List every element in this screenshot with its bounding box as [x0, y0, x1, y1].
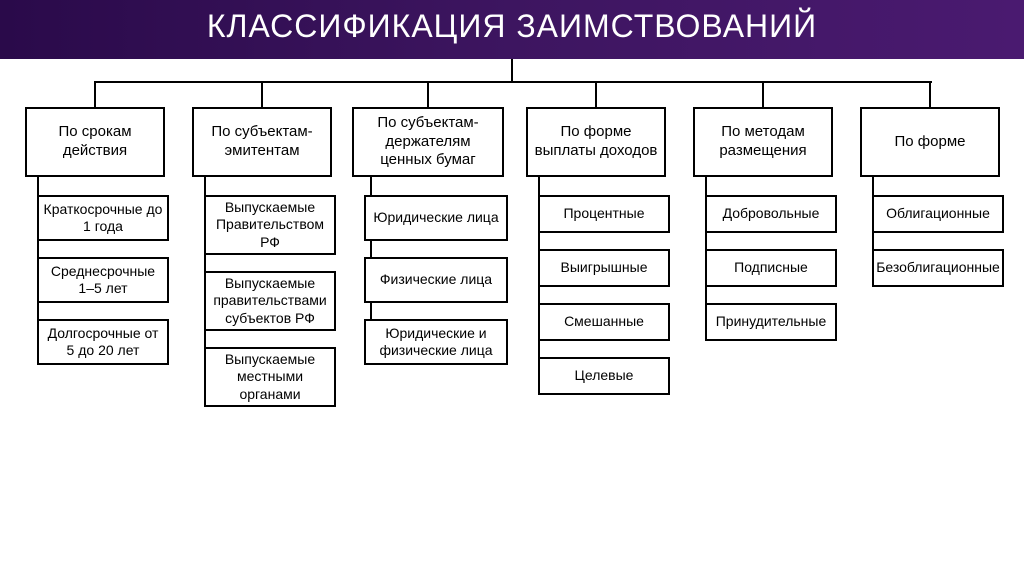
category-box-4: По методам размещения: [693, 107, 833, 177]
item-box-4-1: Подписные: [705, 249, 837, 287]
connector-line: [261, 81, 263, 107]
item-box-1-2: Выпускаемые местными органами: [204, 347, 336, 407]
connector-line: [762, 81, 764, 107]
category-box-5: По форме: [860, 107, 1000, 177]
item-box-1-1: Выпускаемые правительствами субъектов РФ: [204, 271, 336, 331]
item-box-3-2: Смешанные: [538, 303, 670, 341]
item-box-2-1: Физические лица: [364, 257, 508, 303]
connector-line: [595, 81, 597, 107]
item-box-5-0: Облигационные: [872, 195, 1004, 233]
connector-line: [929, 81, 931, 107]
item-box-5-1: Безоблигационные: [872, 249, 1004, 287]
org-chart: По срокам действия Краткосрочные до 1 год…: [0, 59, 1024, 579]
connector-line: [511, 59, 513, 81]
category-box-1: По субъектам-эмитентам: [192, 107, 332, 177]
item-box-3-3: Целевые: [538, 357, 670, 395]
connector-line: [94, 81, 96, 107]
item-box-2-2: Юридические и физические лица: [364, 319, 508, 365]
item-box-4-0: Добровольные: [705, 195, 837, 233]
connector-line: [95, 81, 932, 83]
item-box-2-0: Юридические лица: [364, 195, 508, 241]
connector-line: [427, 81, 429, 107]
item-box-1-0: Выпускаемые Правительством РФ: [204, 195, 336, 255]
header-banner: КЛАССИФИКАЦИЯ ЗАИМСТВОВАНИЙ: [0, 0, 1024, 59]
page-title: КЛАССИФИКАЦИЯ ЗАИМСТВОВАНИЙ: [0, 8, 1024, 45]
item-box-4-2: Принудительные: [705, 303, 837, 341]
item-box-0-0: Краткосрочные до 1 года: [37, 195, 169, 241]
category-box-0: По срокам действия: [25, 107, 165, 177]
category-box-2: По субъектам-держателям ценных бумаг: [352, 107, 504, 177]
item-box-3-0: Процентные: [538, 195, 670, 233]
category-box-3: По форме выплаты доходов: [526, 107, 666, 177]
item-box-0-2: Долгосрочные от 5 до 20 лет: [37, 319, 169, 365]
item-box-3-1: Выигрышные: [538, 249, 670, 287]
item-box-0-1: Среднесрочные 1–5 лет: [37, 257, 169, 303]
